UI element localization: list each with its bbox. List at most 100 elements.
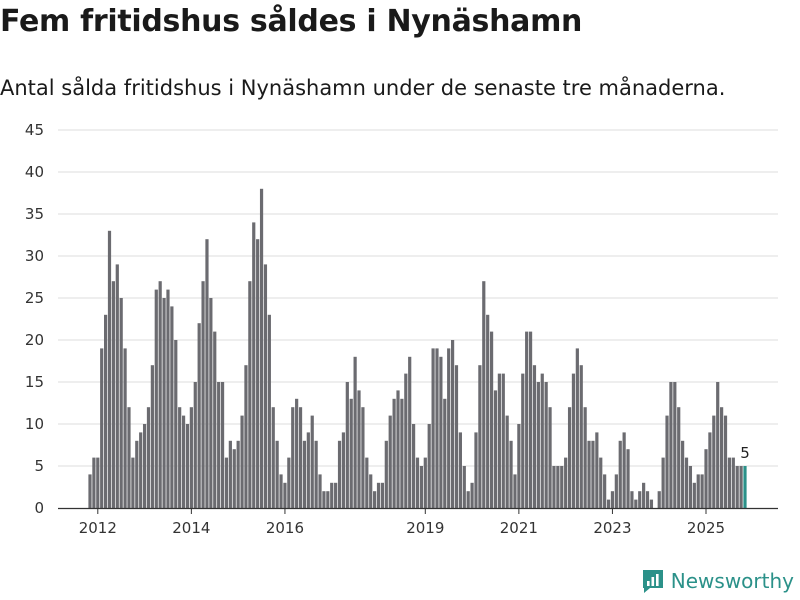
bar bbox=[528, 331, 533, 508]
bar bbox=[88, 474, 92, 508]
bar bbox=[298, 407, 303, 508]
bar bbox=[248, 281, 252, 508]
bar bbox=[104, 314, 108, 508]
bar bbox=[462, 466, 466, 508]
bar bbox=[684, 457, 689, 508]
bar bbox=[599, 457, 603, 508]
bar bbox=[100, 348, 104, 508]
bar bbox=[111, 281, 115, 508]
bar bbox=[185, 424, 190, 508]
bar bbox=[380, 482, 385, 508]
y-tick-label: 0 bbox=[34, 499, 44, 517]
bar bbox=[645, 491, 650, 508]
bar bbox=[712, 415, 716, 508]
bar bbox=[735, 466, 739, 508]
bar bbox=[669, 382, 673, 508]
bar bbox=[396, 390, 400, 508]
bar bbox=[501, 373, 505, 508]
bar bbox=[139, 432, 143, 508]
bar bbox=[454, 365, 459, 508]
bar bbox=[283, 482, 287, 508]
bar bbox=[723, 415, 728, 508]
bar bbox=[634, 499, 638, 508]
bar bbox=[181, 415, 186, 508]
bar bbox=[287, 457, 291, 508]
x-tick-label: 2012 bbox=[79, 519, 117, 537]
bar bbox=[450, 340, 455, 508]
bar bbox=[119, 298, 123, 508]
x-tick-label: 2019 bbox=[406, 519, 444, 537]
bar bbox=[384, 440, 388, 508]
bar bbox=[474, 432, 478, 508]
bar bbox=[431, 348, 435, 508]
bar bbox=[310, 415, 314, 508]
newsworthy-brand[interactable]: Newsworthy bbox=[641, 568, 794, 594]
bar bbox=[271, 407, 275, 508]
bar bbox=[337, 440, 342, 508]
bar bbox=[482, 281, 486, 508]
bar bbox=[345, 382, 349, 508]
bar bbox=[688, 466, 693, 508]
x-tick-label: 2016 bbox=[266, 519, 304, 537]
bar bbox=[603, 474, 607, 508]
y-tick-label: 40 bbox=[25, 163, 44, 181]
bar bbox=[708, 432, 712, 508]
x-tick-label: 2025 bbox=[687, 519, 725, 537]
bar bbox=[540, 373, 544, 508]
bar bbox=[618, 440, 622, 508]
bar bbox=[517, 424, 521, 508]
bar bbox=[279, 474, 283, 508]
bar bbox=[560, 466, 564, 508]
bar bbox=[478, 365, 482, 508]
bar bbox=[275, 440, 279, 508]
bar bbox=[322, 491, 326, 508]
bar bbox=[240, 415, 244, 508]
bar bbox=[727, 457, 732, 508]
y-tick-label: 15 bbox=[25, 373, 44, 391]
bar bbox=[677, 407, 681, 508]
x-tick-label: 2014 bbox=[172, 519, 210, 537]
bar bbox=[197, 323, 201, 508]
bar bbox=[661, 457, 665, 508]
bar bbox=[427, 424, 431, 508]
bar bbox=[696, 474, 700, 508]
bar bbox=[96, 457, 100, 508]
bar bbox=[252, 222, 256, 508]
y-tick-label: 25 bbox=[25, 289, 44, 307]
bar bbox=[162, 298, 166, 508]
bar bbox=[400, 398, 404, 508]
bar bbox=[595, 432, 599, 508]
bar bbox=[548, 407, 552, 508]
bar bbox=[536, 382, 540, 508]
bar bbox=[587, 440, 591, 508]
bar bbox=[306, 432, 310, 508]
bar bbox=[224, 457, 229, 508]
bar bbox=[447, 348, 451, 508]
bar bbox=[170, 306, 174, 508]
bar bbox=[564, 457, 568, 508]
bar bbox=[201, 281, 205, 508]
bar bbox=[497, 373, 501, 508]
bar bbox=[357, 390, 361, 508]
x-tick-label: 2023 bbox=[593, 519, 631, 537]
chart-subtitle: Antal sålda fritidshus i Nynäshamn under… bbox=[0, 76, 726, 100]
bar bbox=[649, 499, 654, 508]
brand-name: Newsworthy bbox=[670, 569, 794, 593]
bar bbox=[731, 457, 735, 508]
bar bbox=[392, 398, 396, 508]
bar bbox=[349, 398, 353, 508]
bar bbox=[408, 356, 412, 508]
bar bbox=[673, 382, 677, 508]
bar bbox=[166, 289, 170, 508]
bar bbox=[525, 331, 529, 508]
y-tick-label: 45 bbox=[25, 121, 44, 139]
bar bbox=[630, 491, 634, 508]
bar bbox=[326, 491, 330, 508]
bar bbox=[267, 314, 271, 508]
y-tick-label: 20 bbox=[25, 331, 44, 349]
bar-latest bbox=[743, 466, 747, 508]
bar bbox=[700, 474, 704, 508]
bar bbox=[154, 289, 158, 508]
bar bbox=[209, 298, 213, 508]
